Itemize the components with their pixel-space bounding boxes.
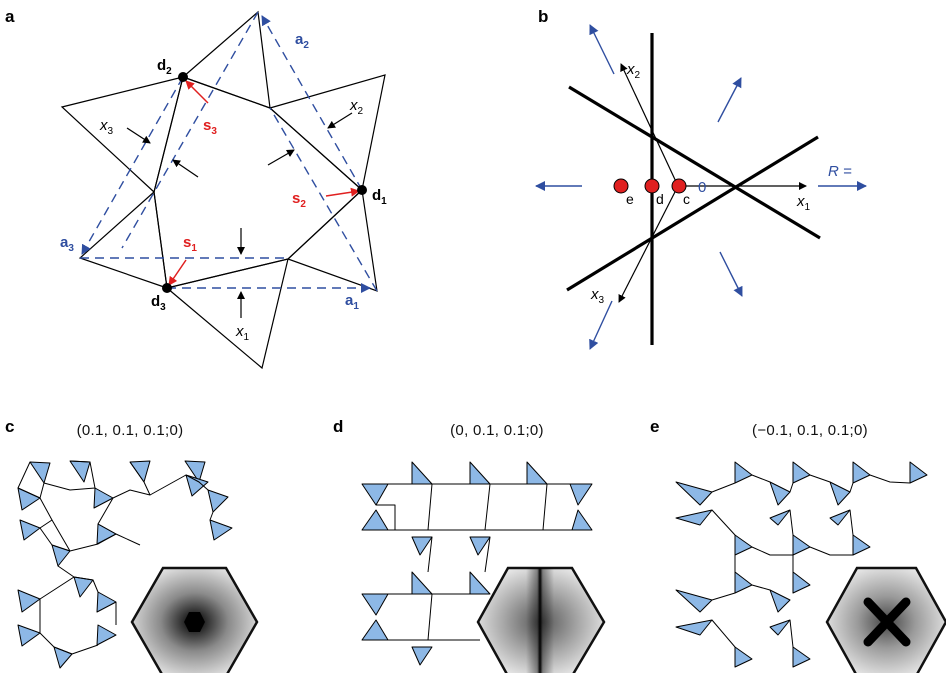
- panel-b-axes: [618, 63, 807, 303]
- label-b-x1: x1: [796, 193, 811, 213]
- label-a1: a1: [345, 292, 359, 312]
- panel-e: e (−0.1, 0.1, 0.1;0): [650, 417, 946, 678]
- panel-b: b e d c 0 R = x1: [535, 7, 867, 350]
- label-d1: d1: [372, 187, 387, 207]
- label-b-x3: x3: [590, 286, 605, 306]
- label-point-e: e: [626, 191, 634, 207]
- panel-e-lattice: [675, 461, 928, 668]
- label-s1: s1: [183, 234, 197, 254]
- vertex-d3: [162, 283, 172, 293]
- vertex-d1: [357, 185, 367, 195]
- panel-a-s-vectors: [168, 80, 360, 286]
- panel-b-flow-arrows: [535, 24, 867, 350]
- label-s3: s3: [203, 117, 217, 137]
- panel-d-params: (0, 0.1, 0.1;0): [450, 422, 544, 439]
- panel-d-inset: [476, 566, 606, 678]
- label-a2: a2: [295, 31, 309, 51]
- label-r-equals: R =: [828, 163, 852, 180]
- label-d2: d2: [157, 57, 172, 77]
- point-e: [613, 178, 629, 194]
- label-b-x2: x2: [626, 61, 641, 81]
- panel-d-lattice: [361, 461, 593, 666]
- panel-a-letter: a: [5, 7, 15, 26]
- label-x1: x1: [235, 323, 250, 343]
- panel-a-x-arrows: [126, 112, 353, 318]
- panel-a-structure: [60, 10, 386, 370]
- panel-c: c (0.1, 0.1, 0.1;0): [5, 417, 259, 678]
- panel-b-boundaries: [566, 33, 821, 345]
- panel-d: d (0, 0.1, 0.1;0): [333, 417, 606, 678]
- point-c: [671, 178, 687, 194]
- panel-e-inset: [825, 566, 946, 678]
- panel-c-lattice: [17, 460, 233, 669]
- panel-c-params: (0.1, 0.1, 0.1;0): [77, 422, 184, 439]
- vertex-d2: [178, 72, 188, 82]
- label-d3: d3: [151, 293, 166, 313]
- panel-c-inset: [130, 566, 259, 678]
- label-s2: s2: [292, 190, 306, 210]
- label-a3: a3: [60, 234, 74, 254]
- panel-e-params: (−0.1, 0.1, 0.1;0): [752, 422, 868, 439]
- panel-e-letter: e: [650, 417, 659, 436]
- panel-a: a: [5, 7, 387, 370]
- panel-c-letter: c: [5, 417, 14, 436]
- label-x2: x2: [349, 97, 364, 117]
- panel-d-letter: d: [333, 417, 343, 436]
- label-point-d: d: [656, 191, 664, 207]
- panel-b-letter: b: [538, 7, 548, 26]
- point-d: [644, 178, 660, 194]
- label-point-c: c: [683, 191, 690, 207]
- label-x3: x3: [99, 117, 114, 137]
- label-origin: 0: [698, 179, 706, 196]
- panel-a-lattice: [80, 11, 378, 293]
